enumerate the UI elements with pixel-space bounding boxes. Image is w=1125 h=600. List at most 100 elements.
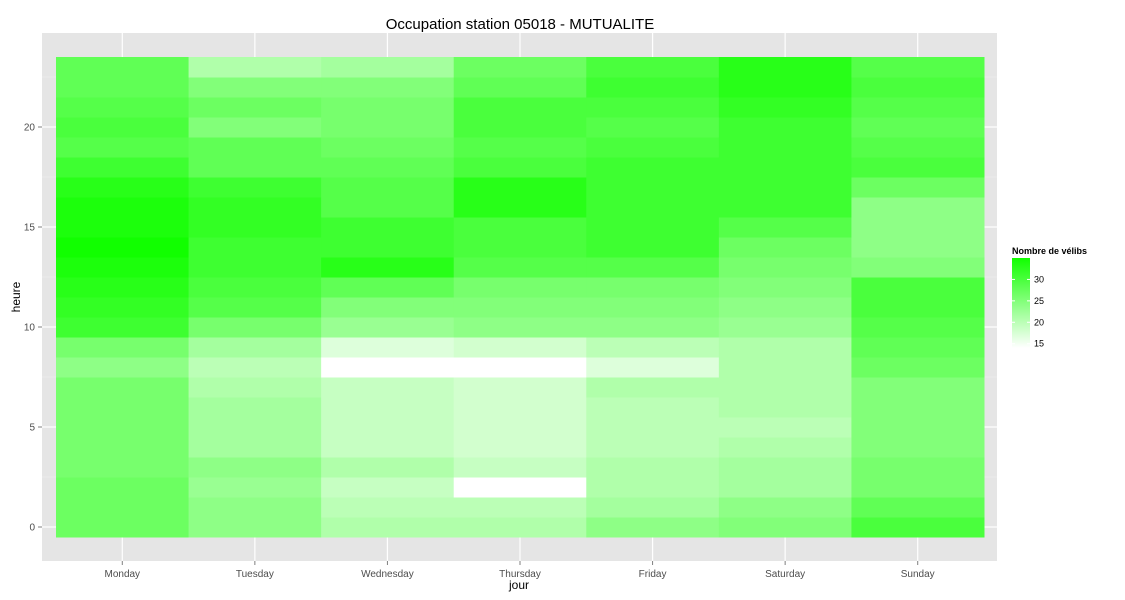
heatmap-cell: [56, 117, 190, 138]
heatmap-cell: [453, 337, 587, 358]
heatmap-cell: [851, 357, 985, 378]
heatmap-cell: [188, 237, 322, 258]
heatmap-cell: [56, 317, 190, 338]
heatmap-cell: [188, 357, 322, 378]
heatmap-cell: [586, 237, 720, 258]
heatmap-cell: [453, 497, 587, 518]
heatmap-cell: [851, 117, 985, 138]
x-axis-ticks: Monday Tuesday Wednesday Thursday Friday Satu…: [104, 561, 935, 580]
heatmap-cell: [586, 397, 720, 418]
heatmap-cell: [851, 437, 985, 458]
heatmap-cell: [453, 197, 587, 218]
heatmap-cell: [188, 257, 322, 278]
heatmap-cell: [321, 397, 455, 418]
heatmap-cell: [188, 57, 322, 78]
heatmap-cell: [718, 257, 852, 278]
heatmap-cell: [321, 157, 455, 178]
heatmap-cell: [56, 337, 190, 358]
heatmap-cell: [321, 97, 455, 118]
heatmap-cell: [453, 117, 587, 138]
heatmap-cell: [718, 457, 852, 478]
heatmap-cell: [718, 157, 852, 178]
heatmap-cell: [453, 57, 587, 78]
legend-tick-label: 30: [1034, 274, 1044, 284]
heatmap-cell: [56, 457, 190, 478]
heatmap-cell: [321, 117, 455, 138]
heatmap-cell: [851, 217, 985, 238]
heatmap-cell: [321, 77, 455, 98]
heatmap-cell: [453, 177, 587, 198]
heatmap-cell: [718, 417, 852, 438]
heatmap-cell: [321, 457, 455, 478]
heatmap-cell: [56, 377, 190, 398]
heatmap-cell: [321, 177, 455, 198]
heatmap-cell: [586, 477, 720, 498]
heatmap-cell: [188, 317, 322, 338]
heatmap-cell: [718, 297, 852, 318]
heatmap-cell: [851, 377, 985, 398]
heatmap-cell: [586, 277, 720, 298]
heatmap-cell: [718, 197, 852, 218]
heatmap-cell: [453, 237, 587, 258]
y-tick-label: 10: [24, 323, 36, 334]
heatmap-cell: [188, 157, 322, 178]
heatmap-cell: [586, 357, 720, 378]
heatmap-cell: [851, 137, 985, 158]
heatmap-cell: [718, 277, 852, 298]
heatmap-cell: [851, 237, 985, 258]
heatmap-cell: [56, 397, 190, 418]
heatmap-cell: [851, 497, 985, 518]
x-tick-label: Wednesday: [361, 569, 414, 580]
heatmap-cell: [718, 337, 852, 358]
heatmap-cell: [321, 477, 455, 498]
heatmap-cell: [851, 97, 985, 118]
heatmap-cell: [321, 57, 455, 78]
heatmap-cell: [851, 257, 985, 278]
heatmap-cell: [321, 437, 455, 458]
heatmap-cell: [586, 417, 720, 438]
heatmap-cell: [718, 377, 852, 398]
heatmap-cell: [56, 257, 190, 278]
heatmap-cell: [453, 137, 587, 158]
heatmap-cell: [453, 397, 587, 418]
heatmap-cell: [586, 257, 720, 278]
heatmap-cell: [718, 177, 852, 198]
heatmap-cell: [718, 117, 852, 138]
heatmap-cells: [56, 57, 985, 538]
heatmap-cell: [321, 237, 455, 258]
heatmap-cell: [586, 57, 720, 78]
heatmap-cell: [188, 117, 322, 138]
heatmap-cell: [321, 197, 455, 218]
heatmap-cell: [851, 317, 985, 338]
legend-colorbar: [1012, 258, 1030, 348]
heatmap-cell: [56, 357, 190, 378]
heatmap-cell: [851, 277, 985, 298]
heatmap-cell: [718, 477, 852, 498]
x-tick-label: Tuesday: [236, 569, 274, 580]
heatmap-cell: [718, 397, 852, 418]
heatmap-cell: [586, 297, 720, 318]
heatmap-cell: [188, 297, 322, 318]
heatmap-cell: [586, 77, 720, 98]
heatmap-cell: [453, 457, 587, 478]
heatmap-cell: [453, 217, 587, 238]
x-axis-title: jour: [508, 578, 529, 592]
heatmap-cell: [321, 357, 455, 378]
heatmap-cell: [586, 317, 720, 338]
heatmap-cell: [188, 517, 322, 538]
heatmap-cell: [188, 457, 322, 478]
heatmap-cell: [321, 317, 455, 338]
heatmap-cell: [56, 57, 190, 78]
heatmap-cell: [586, 217, 720, 238]
heatmap-cell: [453, 437, 587, 458]
heatmap-cell: [188, 197, 322, 218]
heatmap-cell: [453, 77, 587, 98]
heatmap-cell: [586, 117, 720, 138]
heatmap-cell: [718, 97, 852, 118]
heatmap-cell: [188, 97, 322, 118]
heatmap-cell: [188, 397, 322, 418]
heatmap-cell: [453, 417, 587, 438]
heatmap-cell: [586, 157, 720, 178]
heatmap-cell: [56, 217, 190, 238]
heatmap-cell: [453, 477, 587, 498]
